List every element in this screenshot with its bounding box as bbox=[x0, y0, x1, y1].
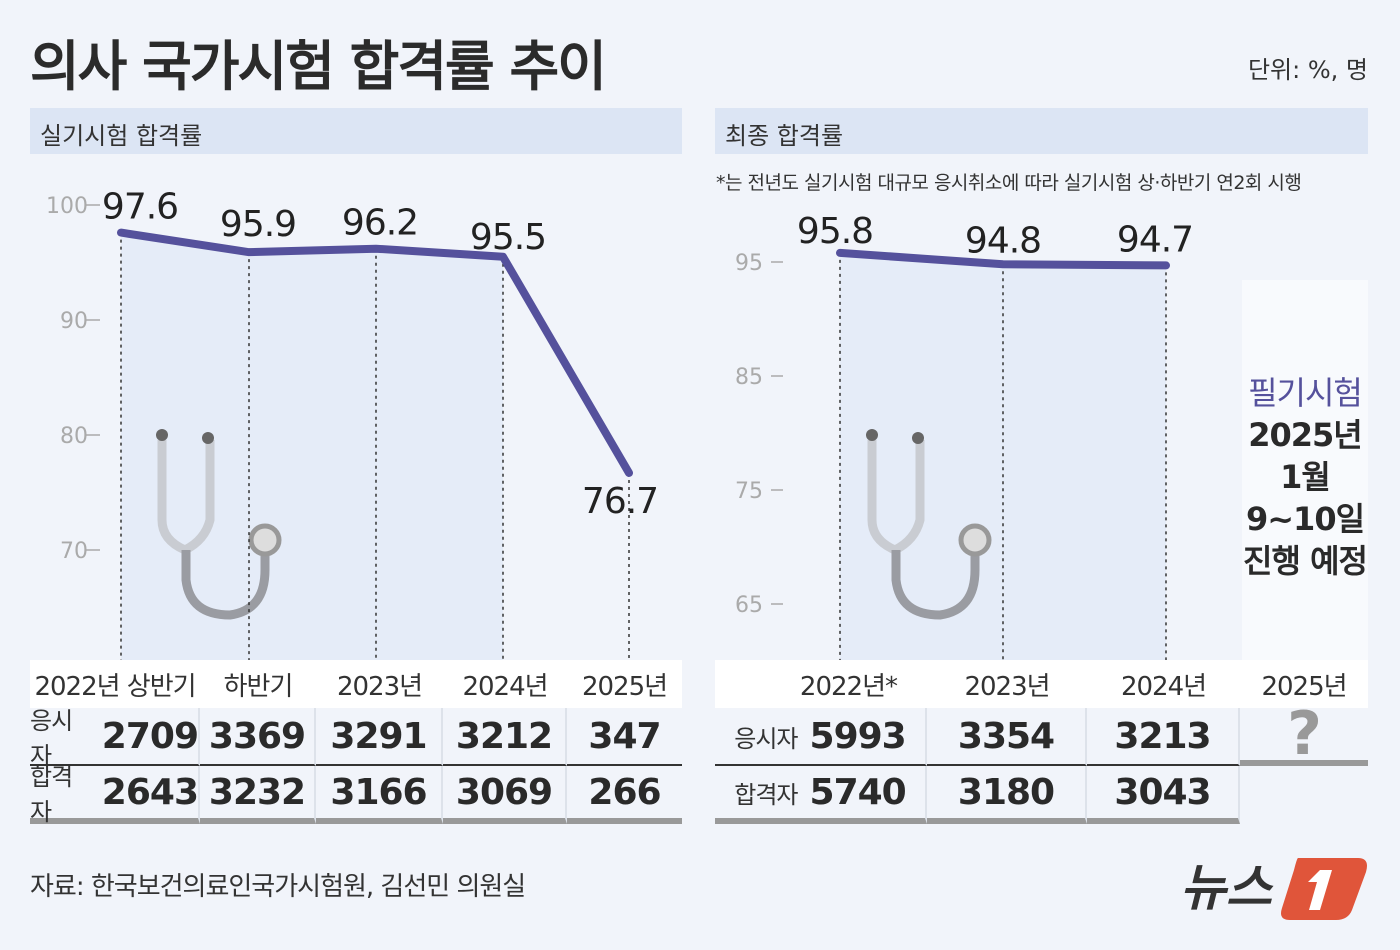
y-tick-label: 100 bbox=[46, 194, 88, 219]
data-label: 94.8 bbox=[965, 220, 1041, 261]
row-label: 응시자 bbox=[30, 707, 73, 770]
source-text: 자료: 한국보건의료인국가시험원, 김선민 의원실 bbox=[30, 872, 526, 902]
stethoscope-tube bbox=[891, 550, 980, 620]
right-panel-title: 최종 합격률 bbox=[715, 108, 1368, 154]
cell-value: 347 bbox=[567, 708, 682, 766]
col-header: 2024년 bbox=[443, 660, 567, 708]
right-table: 2022년* 2023년 2024년 2025년 응시자 5993 3354 32… bbox=[715, 660, 1368, 824]
svg-text:뉴스: 뉴스 bbox=[1180, 859, 1274, 917]
area-fill bbox=[121, 232, 503, 660]
col-header: 2023년 bbox=[927, 660, 1087, 708]
cell-value: 5740 bbox=[809, 771, 907, 813]
series-line bbox=[117, 228, 633, 477]
pending-2025-box: 필기시험 2025년 1월 9~10일 진행 예정 bbox=[1242, 280, 1368, 660]
data-label: 97.6 bbox=[102, 187, 178, 228]
cell-value: 3166 bbox=[316, 766, 443, 824]
cell-value: 266 bbox=[567, 766, 682, 824]
cell-value: 2643 bbox=[101, 771, 199, 813]
cell-value: 3291 bbox=[316, 708, 443, 766]
cell-value: 2709 bbox=[101, 715, 199, 757]
unknown-placeholder: ? bbox=[1240, 699, 1368, 769]
stethoscope-chestpiece bbox=[958, 523, 992, 557]
pending-line: 진행 예정 bbox=[1243, 542, 1368, 580]
col-header: 2025년 bbox=[1240, 660, 1368, 708]
stethoscope-earpiece bbox=[156, 429, 168, 441]
y-tick-label: 95 bbox=[735, 251, 763, 276]
col-header: 2023년 bbox=[316, 660, 443, 708]
col-header: 2024년 bbox=[1087, 660, 1240, 708]
series-line bbox=[836, 248, 1170, 270]
cell-value: 3232 bbox=[200, 766, 316, 824]
col-header: 2025년 bbox=[567, 660, 682, 708]
pending-line: 2025년 bbox=[1248, 416, 1363, 454]
unit-label: 단위: %, 명 bbox=[1247, 56, 1368, 84]
data-label: 95.9 bbox=[220, 204, 296, 245]
y-tick-label: 75 bbox=[735, 479, 763, 504]
data-label: 95.8 bbox=[797, 211, 873, 252]
data-label: 76.7 bbox=[582, 481, 658, 522]
area-fill bbox=[840, 252, 1166, 660]
cell-value: 3369 bbox=[200, 708, 316, 766]
left-table: 2022년 상반기 하반기 2023년 2024년 2025년 응시자 2709 … bbox=[30, 660, 682, 826]
stethoscope-earpiece bbox=[202, 432, 214, 444]
y-tick-label: 80 bbox=[60, 424, 88, 449]
row-label: 합격자 bbox=[734, 780, 798, 809]
cell-value: 3043 bbox=[1087, 766, 1240, 824]
news1-logo: 뉴스 bbox=[1180, 858, 1367, 920]
page-title: 의사 국가시험 합격률 추이 bbox=[30, 35, 607, 98]
cell-value: 3180 bbox=[927, 766, 1087, 824]
stethoscope-earpiece bbox=[912, 432, 924, 444]
pending-label: 필기시험 bbox=[1248, 374, 1363, 412]
left-panel-title: 실기시험 합격률 bbox=[30, 108, 682, 154]
pending-line: 1월 bbox=[1280, 458, 1331, 496]
stethoscope-tube bbox=[181, 550, 270, 620]
col-header: 2022년 상반기 bbox=[30, 660, 200, 708]
cell-value: 3354 bbox=[927, 708, 1087, 766]
data-label: 95.5 bbox=[470, 217, 546, 258]
data-label: 96.2 bbox=[342, 203, 418, 244]
row-label: 응시자 bbox=[734, 724, 798, 753]
cell-value: 5993 bbox=[809, 715, 907, 757]
col-header: 하반기 bbox=[200, 660, 316, 708]
row-label: 합격자 bbox=[30, 763, 73, 826]
stethoscope-earpiece bbox=[866, 429, 878, 441]
y-tick-label: 70 bbox=[60, 539, 88, 564]
stethoscope-chestpiece bbox=[248, 523, 282, 557]
cell-value: 3212 bbox=[443, 708, 567, 766]
cell-value: 3213 bbox=[1087, 708, 1240, 766]
col-header: 2022년* bbox=[715, 660, 927, 708]
pending-line: 9~10일 bbox=[1245, 500, 1365, 538]
y-tick-label: 90 bbox=[60, 309, 88, 334]
cell-value: 3069 bbox=[443, 766, 567, 824]
footnote: *는 전년도 실기시험 대규모 응시취소에 따라 실기시험 상·하반기 연2회 … bbox=[716, 172, 1302, 194]
data-label: 94.7 bbox=[1117, 219, 1193, 260]
y-tick-label: 65 bbox=[735, 593, 763, 618]
y-tick-label: 85 bbox=[735, 365, 763, 390]
